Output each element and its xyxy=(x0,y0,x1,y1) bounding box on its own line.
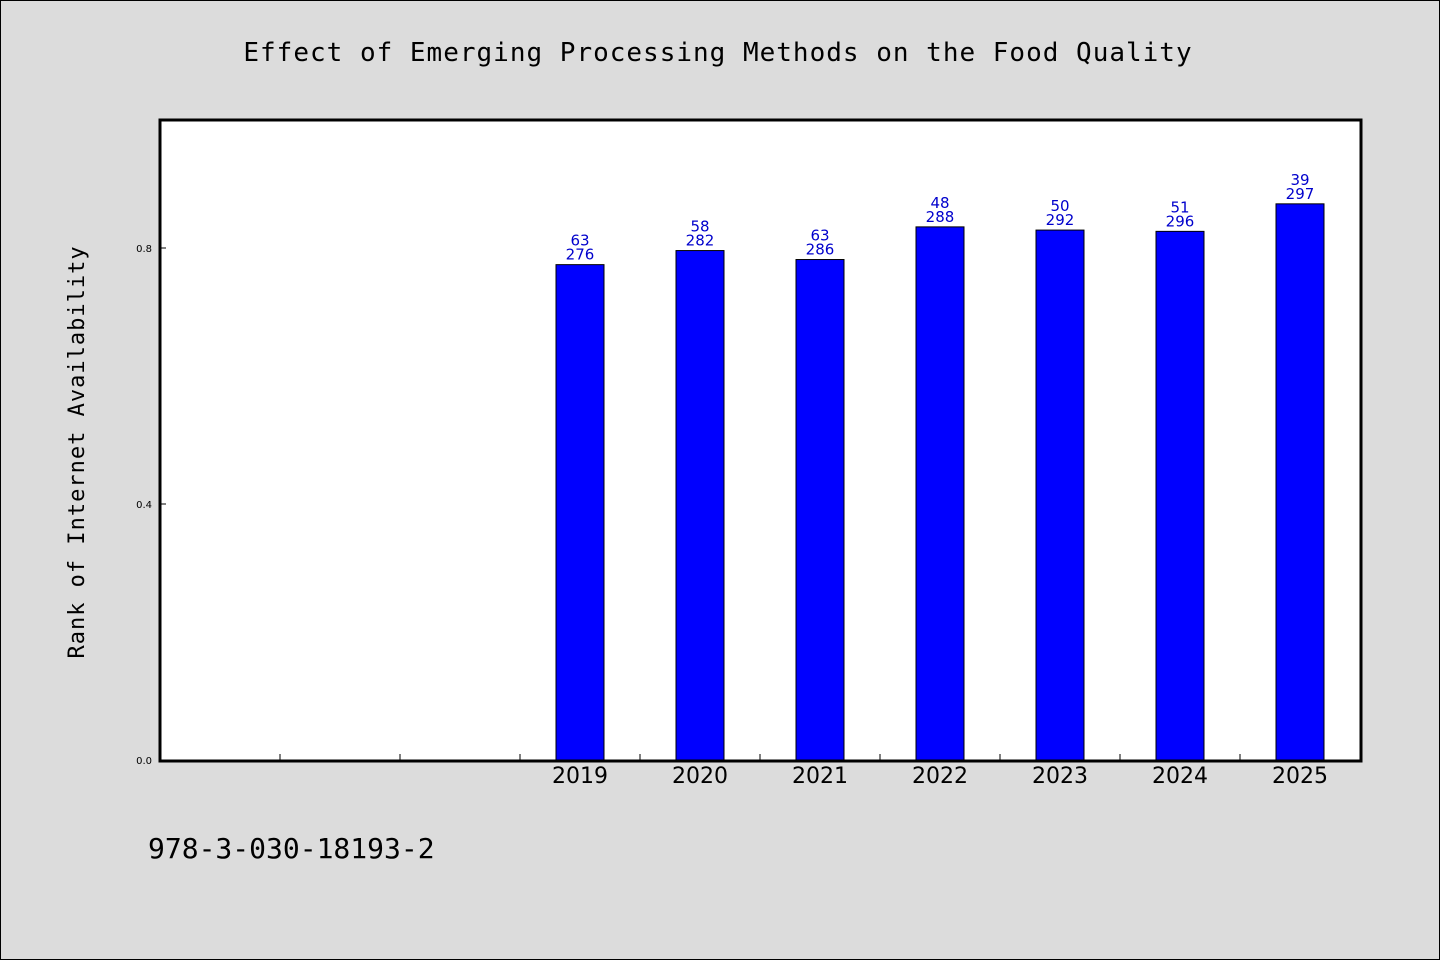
data-label-top: 50 xyxy=(1050,197,1069,215)
bar xyxy=(915,226,965,761)
bar xyxy=(1035,229,1085,761)
bar xyxy=(675,250,725,761)
bar xyxy=(1155,230,1205,761)
x-tick-label: 2023 xyxy=(1032,764,1088,789)
data-label-bottom: 282 xyxy=(686,232,715,250)
y-tick-label: 0.8 xyxy=(136,244,152,255)
x-tick-label: 2025 xyxy=(1272,764,1328,789)
bar xyxy=(1275,203,1325,761)
data-label-bottom: 292 xyxy=(1046,211,1075,229)
footer-code: 978-3-030-18193-2 xyxy=(148,832,435,865)
data-label-bottom: 297 xyxy=(1286,185,1315,203)
chart-title: Effect of Emerging Processing Methods on… xyxy=(243,38,1192,68)
data-label-bottom: 286 xyxy=(806,241,835,259)
data-label-bottom: 276 xyxy=(566,246,595,264)
data-label-bottom: 288 xyxy=(926,208,955,226)
data-label-top: 63 xyxy=(810,227,829,245)
x-tick-label: 2022 xyxy=(912,764,968,789)
bar xyxy=(795,259,845,761)
x-tick-label: 2021 xyxy=(792,764,848,789)
data-label-bottom: 296 xyxy=(1166,212,1195,230)
bar xyxy=(555,264,605,761)
y-tick-label: 0.4 xyxy=(136,500,152,511)
x-tick-label: 2024 xyxy=(1152,764,1208,789)
data-label-top: 51 xyxy=(1170,198,1189,216)
data-label-top: 58 xyxy=(690,218,709,236)
data-label-top: 63 xyxy=(570,232,589,250)
data-label-top: 39 xyxy=(1290,171,1309,189)
data-label-top: 48 xyxy=(930,194,949,212)
x-tick-label: 2019 xyxy=(552,764,608,789)
x-tick-label: 2020 xyxy=(672,764,728,789)
y-tick-label: 0.0 xyxy=(136,756,152,767)
y-axis-label: Rank of Internet Availability xyxy=(65,245,90,658)
